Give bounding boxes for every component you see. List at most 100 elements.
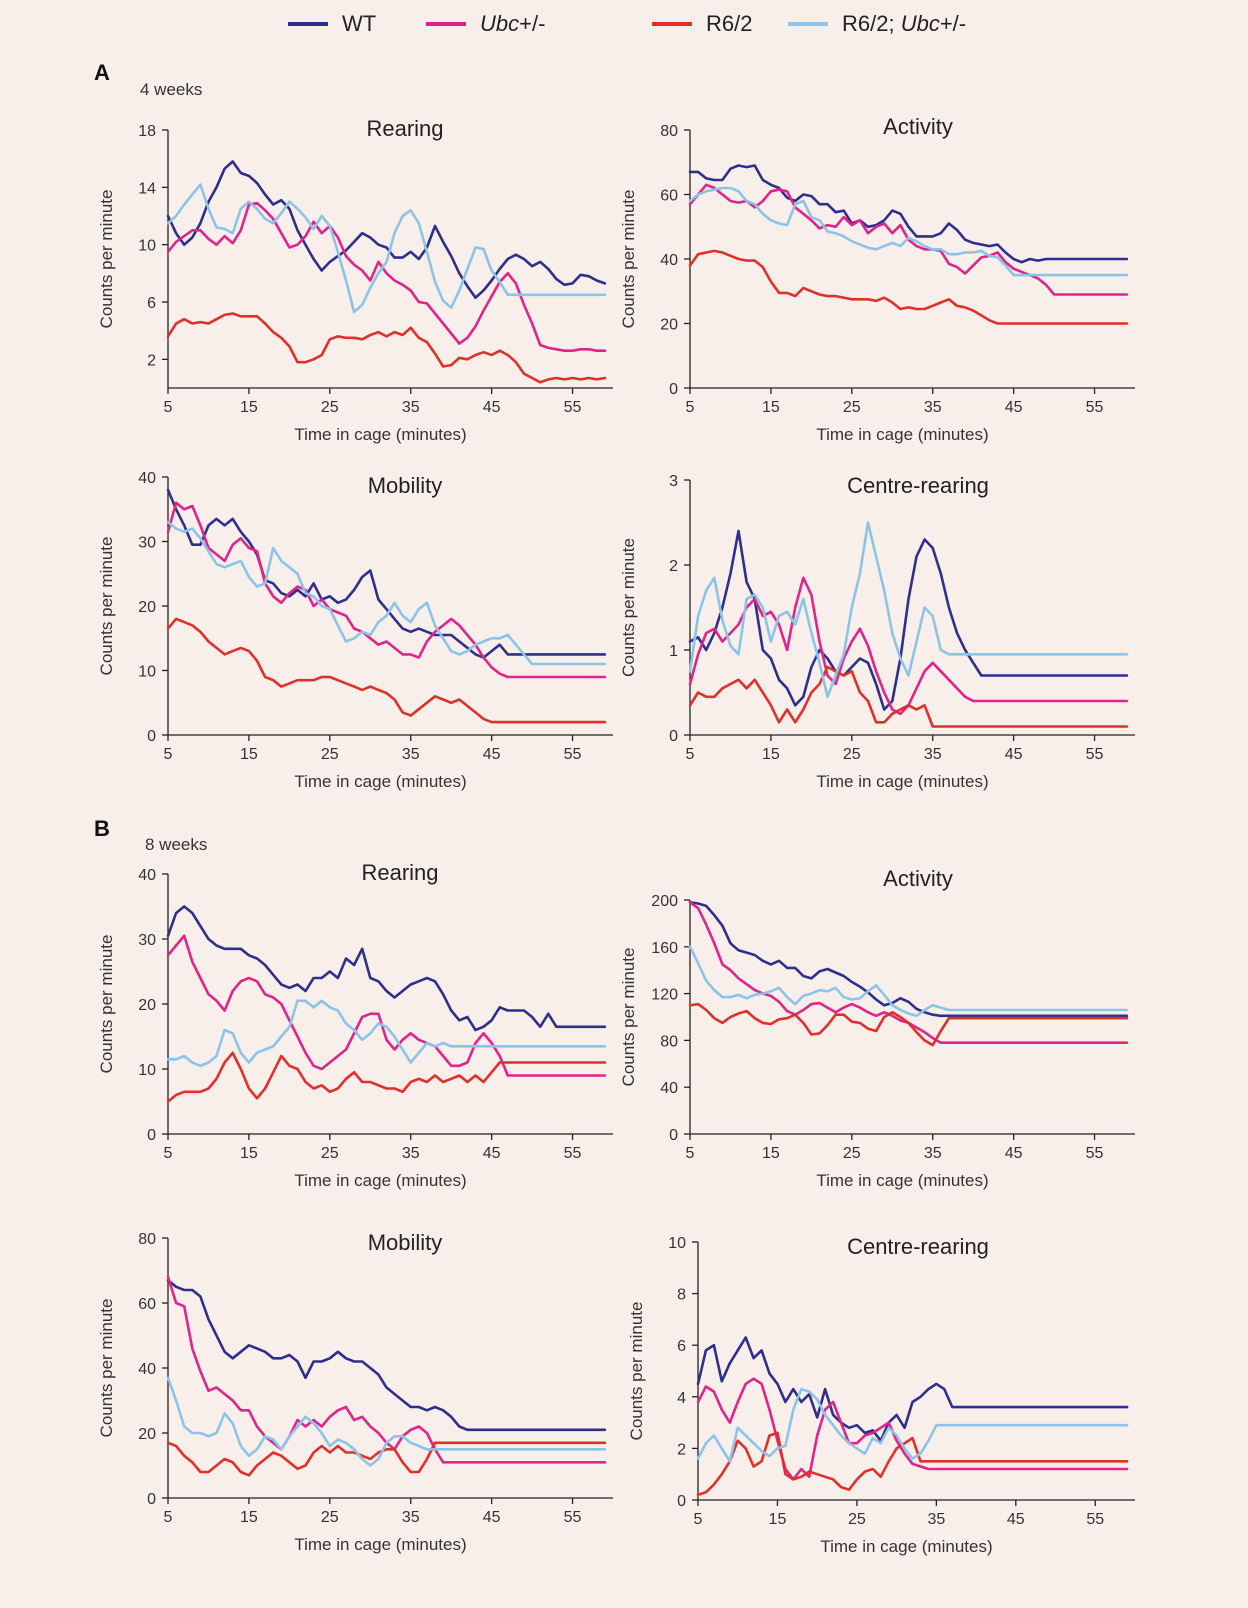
series-line-r6-2-ubc <box>166 520 607 666</box>
y-axis-label: Counts per minute <box>97 935 116 1074</box>
x-axis-label: Time in cage (minutes) <box>294 425 466 444</box>
chart-b-activity: Activity 0 40 80 120 160 200 5 15 25 35 45 55 Time in… <box>619 866 1135 1190</box>
y-axis-label: Counts per minute <box>627 1302 646 1441</box>
y-tick-label: 0 <box>669 381 678 398</box>
x-tick-label: 35 <box>924 746 942 763</box>
series-line-r6-2 <box>688 1002 1129 1047</box>
x-axis-label: Time in cage (minutes) <box>294 772 466 791</box>
y-tick-label: 10 <box>138 1062 156 1079</box>
chart-b-mobility: Mobility 0 20 40 60 80 5 15 25 35 45 55 Time in cage… <box>97 1230 613 1554</box>
series-line-r6-2-ubc <box>688 186 1129 277</box>
x-tick-label: 45 <box>483 1145 501 1162</box>
y-tick-label: 3 <box>669 473 678 490</box>
series-line-r6-2-ubc <box>696 1387 1129 1463</box>
x-tick-label: 25 <box>321 399 339 416</box>
legend-label-r62-ubc-italic: Ubc <box>901 11 940 36</box>
x-tick-label: 5 <box>164 399 173 416</box>
chart-title: Rearing <box>361 860 438 885</box>
y-tick-label: 18 <box>138 123 156 140</box>
y-tick-label: 20 <box>138 599 156 616</box>
legend-label-r62: R6/2 <box>706 11 752 36</box>
y-tick-label: 40 <box>138 867 156 884</box>
y-tick-label: 6 <box>677 1338 686 1355</box>
chart-b-centre-rearing: Centre-rearing 0 2 4 6 8 10 5 15 25 35 45 55 Time in … <box>627 1234 1135 1556</box>
x-tick-label: 55 <box>1086 1145 1104 1162</box>
x-tick-label: 45 <box>1005 399 1023 416</box>
y-axis-label: Counts per minute <box>619 948 638 1087</box>
x-tick-label: 45 <box>483 399 501 416</box>
x-tick-label: 35 <box>402 746 420 763</box>
x-tick-label: 35 <box>402 1509 420 1526</box>
y-tick-label: 2 <box>147 352 156 369</box>
y-tick-label: 20 <box>138 1426 156 1443</box>
x-tick-label: 5 <box>164 746 173 763</box>
series-line-r6-2 <box>696 1431 1129 1497</box>
series-line-ubc <box>696 1377 1129 1481</box>
legend-item-wt: WT <box>288 11 376 36</box>
y-tick-label: 60 <box>660 188 678 205</box>
y-axis-label: Counts per minute <box>619 538 638 677</box>
x-tick-label: 5 <box>686 399 695 416</box>
x-tick-label: 5 <box>694 1511 703 1528</box>
y-tick-label: 40 <box>660 1080 678 1097</box>
x-tick-label: 15 <box>240 1509 258 1526</box>
x-tick-label: 5 <box>164 1509 173 1526</box>
y-tick-label: 0 <box>669 1127 678 1144</box>
legend-label-ubc-suffix: +/- <box>519 11 545 36</box>
x-axis-label: Time in cage (minutes) <box>816 1171 988 1190</box>
x-tick-label: 55 <box>564 399 582 416</box>
section-letter-b: B <box>94 816 110 841</box>
x-tick-label: 35 <box>924 399 942 416</box>
chart-a-activity: Activity 0 20 40 60 80 5 15 25 35 45 55 Time in cage… <box>619 114 1135 444</box>
y-tick-label: 40 <box>660 252 678 269</box>
series-line-r6-2-ubc <box>688 945 1129 1018</box>
chart-a-mobility: Mobility 0 10 20 30 40 5 15 25 35 45 55 Time in cage… <box>97 470 613 791</box>
x-tick-label: 25 <box>843 1145 861 1162</box>
y-axis-label: Counts per minute <box>97 537 116 676</box>
series-line-r6-2 <box>166 1051 607 1103</box>
y-tick-label: 10 <box>138 664 156 681</box>
x-tick-label: 25 <box>843 746 861 763</box>
y-tick-label: 0 <box>669 728 678 745</box>
x-tick-label: 15 <box>762 746 780 763</box>
x-tick-label: 45 <box>1005 746 1023 763</box>
x-tick-label: 5 <box>164 1145 173 1162</box>
x-tick-label: 45 <box>1007 1511 1025 1528</box>
series-line-wt <box>688 164 1129 264</box>
chart-b-rearing: Rearing 0 10 20 30 40 5 15 25 35 45 55 Time in cage … <box>97 860 613 1190</box>
series-line-ubc <box>166 201 607 353</box>
y-tick-label: 0 <box>147 1491 156 1508</box>
y-tick-label: 20 <box>138 997 156 1014</box>
y-tick-label: 8 <box>677 1287 686 1304</box>
x-tick-label: 25 <box>321 746 339 763</box>
y-axis-label: Counts per minute <box>97 1299 116 1438</box>
x-axis-label: Time in cage (minutes) <box>294 1535 466 1554</box>
y-tick-label: 0 <box>147 1127 156 1144</box>
legend-label-r62-ubc-prefix: R6/2; <box>842 11 901 36</box>
series-line-r6-2 <box>166 1441 607 1477</box>
x-tick-label: 15 <box>240 1145 258 1162</box>
x-tick-label: 55 <box>1086 399 1104 416</box>
x-tick-label: 55 <box>1086 1511 1104 1528</box>
legend: WT Ubc +/- R6/2 R6/2; Ubc+/- <box>288 11 966 36</box>
series-line-ubc <box>166 934 607 1077</box>
x-tick-label: 25 <box>321 1509 339 1526</box>
series-line-ubc <box>166 1275 607 1464</box>
chart-title: Centre-rearing <box>847 1234 989 1259</box>
x-tick-label: 55 <box>564 746 582 763</box>
series-line-wt <box>688 900 1129 1018</box>
chart-title: Activity <box>883 114 953 139</box>
x-tick-label: 15 <box>762 1145 780 1162</box>
series-line-r6-2-ubc <box>166 999 607 1068</box>
x-tick-label: 25 <box>848 1511 866 1528</box>
x-tick-label: 15 <box>240 746 258 763</box>
section-subtitle-a: 4 weeks <box>140 80 202 99</box>
y-tick-label: 6 <box>147 295 156 312</box>
y-tick-label: 40 <box>138 1361 156 1378</box>
legend-item-r62-ubc: R6/2; Ubc+/- <box>788 11 966 36</box>
y-tick-label: 1 <box>669 643 678 660</box>
x-tick-label: 35 <box>927 1511 945 1528</box>
y-tick-label: 30 <box>138 535 156 552</box>
